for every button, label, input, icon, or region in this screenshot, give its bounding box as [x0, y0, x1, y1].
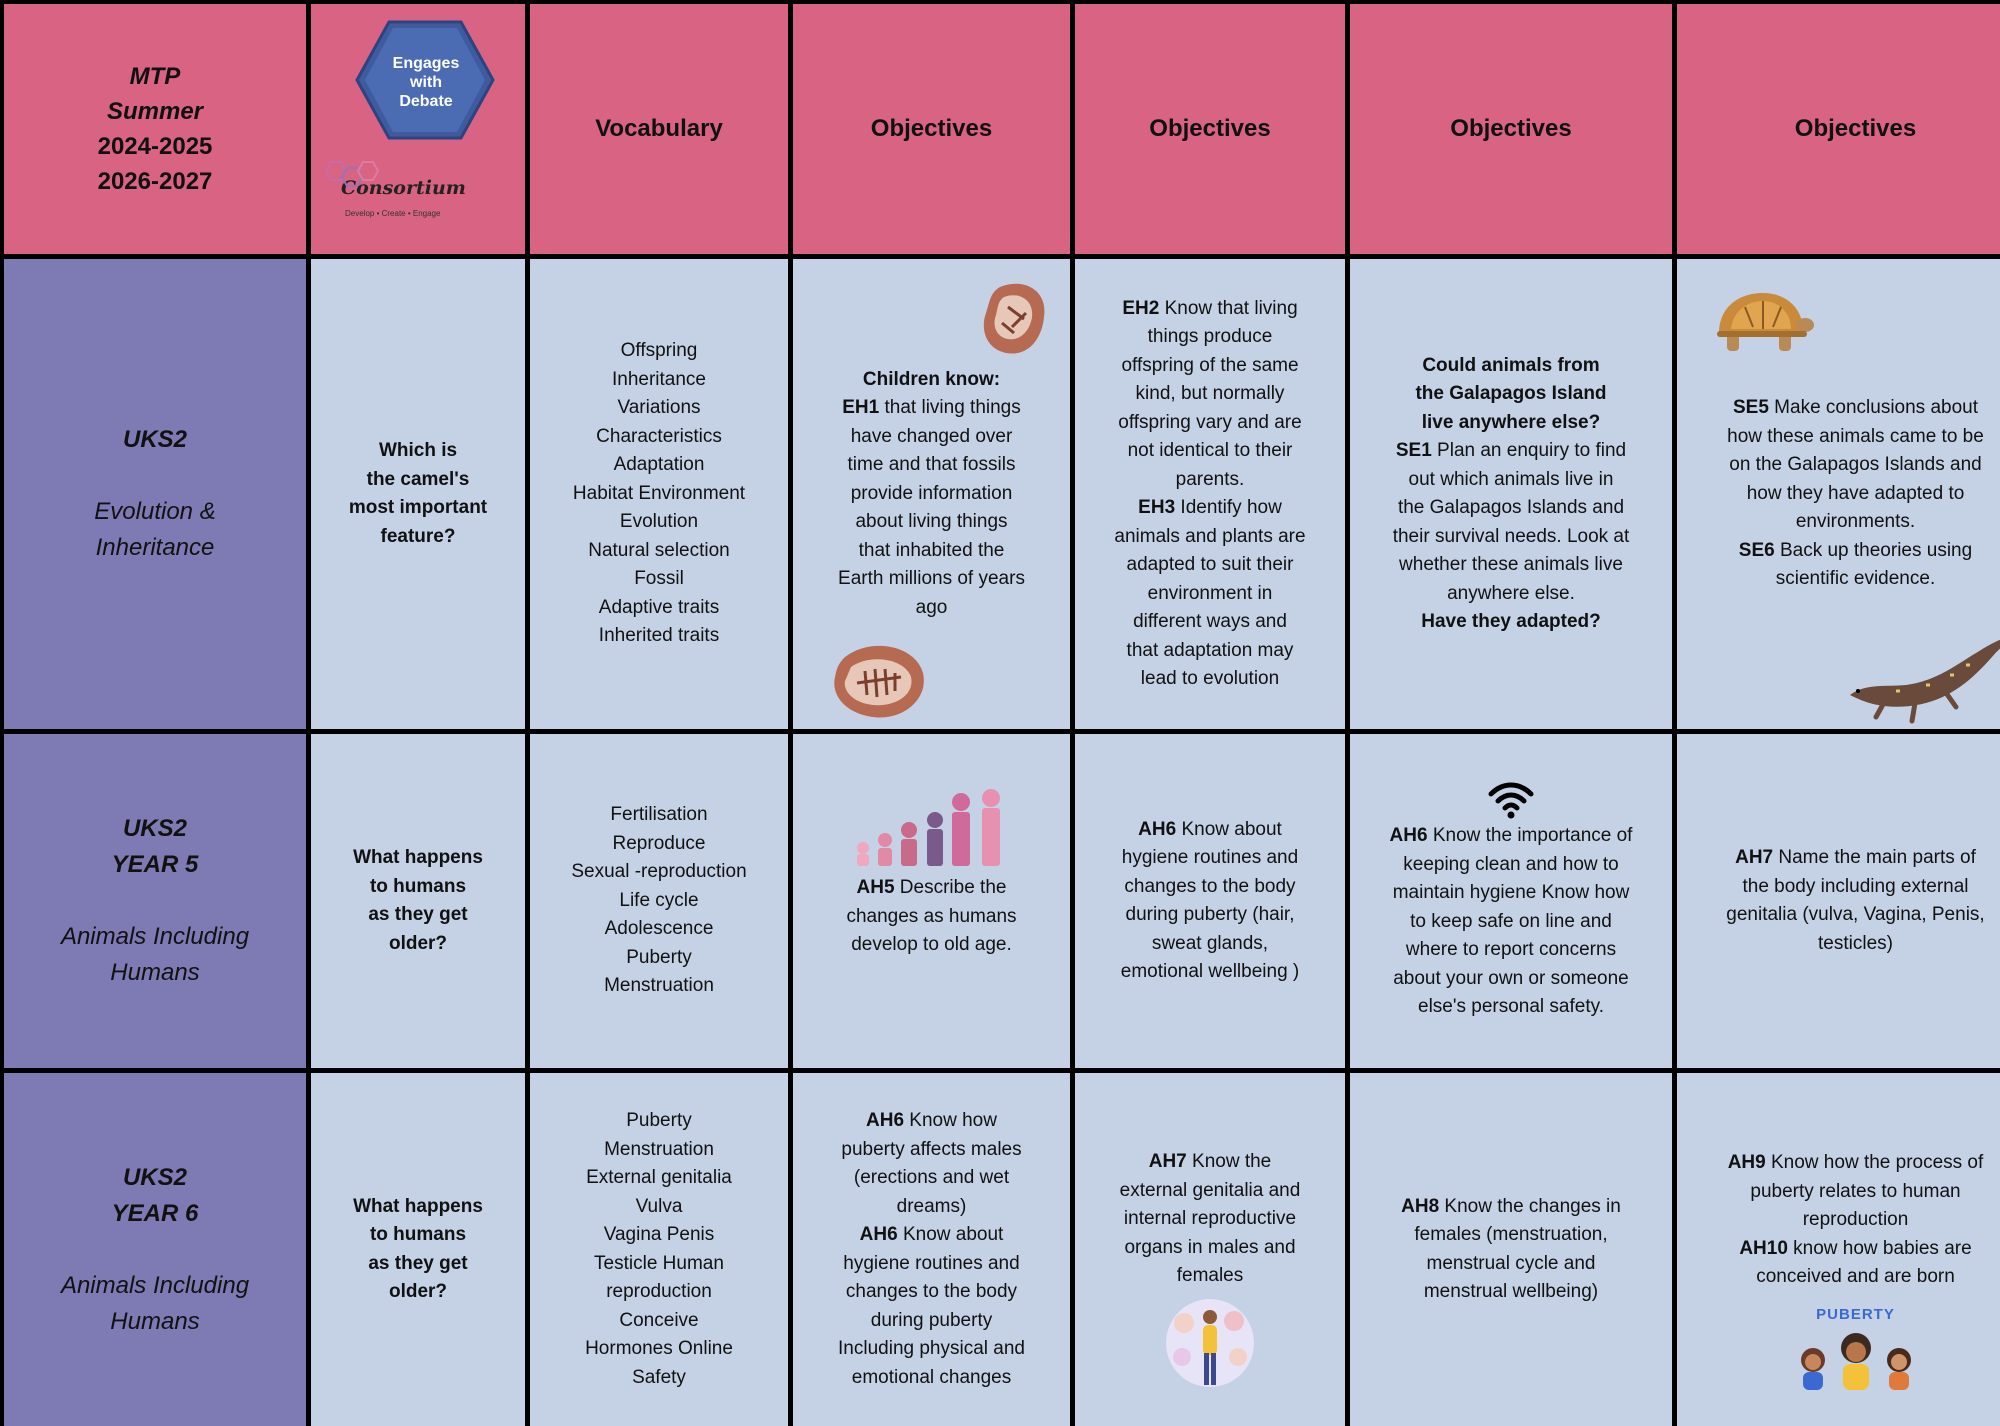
logo-hex-line: with — [410, 74, 442, 91]
column-header-vocabulary: Vocabulary — [530, 4, 788, 254]
small-hexagons-icon — [325, 161, 380, 187]
column-header-objectives: Objectives — [1677, 4, 2000, 254]
logo-header: Engages with Debate Consortium Develop •… — [311, 4, 525, 254]
row-label-evolution: UKS2 Evolution & Inheritance — [4, 259, 306, 729]
body-organs-icon — [1166, 1298, 1254, 1387]
vocabulary-item: Vulva — [635, 1195, 683, 1217]
vocabulary-item: Vagina Penis — [603, 1224, 715, 1245]
vocabulary-item: Hormones Online — [585, 1338, 733, 1359]
vocabulary-item: Adaptation — [613, 454, 705, 476]
vocabulary-item: Habitat Environment — [572, 482, 746, 504]
puberty-kids-icon: PUBERTY — [1791, 1306, 1921, 1390]
column-header-objectives: Objectives — [1075, 4, 1345, 254]
wifi-icon — [1488, 782, 1534, 819]
vocabulary-item: External genitalia — [586, 1167, 732, 1188]
vocabulary-item: Menstruation — [604, 1138, 714, 1160]
consortium-logo: Engages with Debate Consortium Develop •… — [311, 4, 525, 254]
vocabulary-list: Puberty Menstruation External genitalia Vul… — [530, 1073, 788, 1426]
objective-cell: Could animals from the Galapagos Island … — [1350, 259, 1672, 729]
puberty-badge: PUBERTY — [1816, 1305, 1895, 1323]
vocabulary-list: Offspring Inheritance Variations Characteri… — [530, 259, 788, 729]
vocabulary-item: Variations — [617, 397, 701, 419]
vocabulary-item: Sexual -reproduction — [571, 861, 747, 883]
key-question: What happens to humans as they get older… — [311, 1073, 525, 1426]
fossil-icon — [983, 283, 1045, 354]
vocabulary-item: reproduction — [606, 1281, 712, 1302]
vocabulary-item: Life cycle — [619, 889, 699, 911]
vocabulary-item: Offspring — [620, 340, 698, 362]
vocabulary-item: Puberty — [626, 1110, 692, 1131]
column-header-objectives: Objectives — [793, 4, 1070, 254]
objective-cell: AH7 Name the main parts of the body incl… — [1677, 734, 2000, 1068]
vocabulary-list: Fertilisation Reproduce Sexual -reproducti… — [530, 734, 788, 1068]
vocabulary-item: Natural selection — [588, 539, 730, 561]
objective-cell: Children know: EH1 that living things ha… — [793, 259, 1070, 729]
vocabulary-item: Inherited traits — [598, 625, 720, 647]
objective-cell: EH2 Know that living things produce offs… — [1075, 259, 1345, 729]
objective-cell: AH7 Know the external genitalia and inte… — [1075, 1073, 1345, 1426]
dinosaur-fossil-icon — [834, 645, 924, 718]
row-label-year5: UKS2 YEAR 5 Animals Including Humans — [4, 734, 306, 1068]
objective-cell: AH9 Know how the process of puberty rela… — [1677, 1073, 2000, 1426]
objective-cell: SE5 Make conclusions about how these ani… — [1677, 259, 2000, 729]
logo-hex-line: Engages — [392, 55, 460, 72]
mtp-line: Summer — [106, 98, 204, 125]
family-ages-icon — [856, 789, 1000, 867]
objective-cell: AH8 Know the changes in females (menstru… — [1350, 1073, 1672, 1426]
vocabulary-item: Safety — [632, 1366, 686, 1388]
vocabulary-item: Fossil — [634, 568, 684, 590]
key-question: What happens to humans as they get older… — [311, 734, 525, 1068]
objective-cell: AH5 Describe the changes as humans devel… — [793, 734, 1070, 1068]
vocabulary-item: Reproduce — [612, 832, 706, 854]
vocabulary-item: Testicle Human — [594, 1252, 724, 1274]
mtp-line: 2024-2025 — [97, 133, 213, 160]
vocabulary-item: Menstruation — [604, 975, 714, 997]
vocabulary-item: Characteristics — [596, 425, 722, 447]
vocabulary-item: Evolution — [619, 511, 699, 533]
column-header-objectives: Objectives — [1350, 4, 1672, 254]
objective-cell: AH6 Know how puberty affects males (erec… — [793, 1073, 1070, 1426]
mtp-line: 2026-2027 — [97, 168, 213, 195]
mtp-line: MTP — [129, 63, 181, 90]
tortoise-icon — [1717, 293, 1814, 351]
key-question: Which is the camel's most important feat… — [311, 259, 525, 729]
vocabulary-item: Puberty — [626, 946, 692, 968]
row-label-year6: UKS2 YEAR 6 Animals Including Humans — [4, 1073, 306, 1426]
objective-cell: AH6 Know the importance of keeping clean… — [1350, 734, 1672, 1068]
vocabulary-item: Conceive — [619, 1309, 699, 1331]
vocabulary-item: Adaptive traits — [598, 596, 720, 618]
logo-tagline: Develop • Create • Engage — [345, 209, 441, 218]
hexagon-badge-icon — [355, 20, 495, 140]
vocabulary-item: Adolescence — [604, 918, 714, 940]
lizard-icon — [1850, 639, 2000, 724]
vocabulary-item: Inheritance — [611, 368, 706, 390]
logo-hex-line: Debate — [399, 93, 453, 110]
vocabulary-item: Fertilisation — [610, 804, 708, 826]
logo-wordmark: Consortium — [341, 177, 466, 199]
mtp-header: MTP Summer 2024-2025 2026-2027 — [4, 4, 306, 254]
objective-cell: AH6 Know about hygiene routines and chan… — [1075, 734, 1345, 1068]
